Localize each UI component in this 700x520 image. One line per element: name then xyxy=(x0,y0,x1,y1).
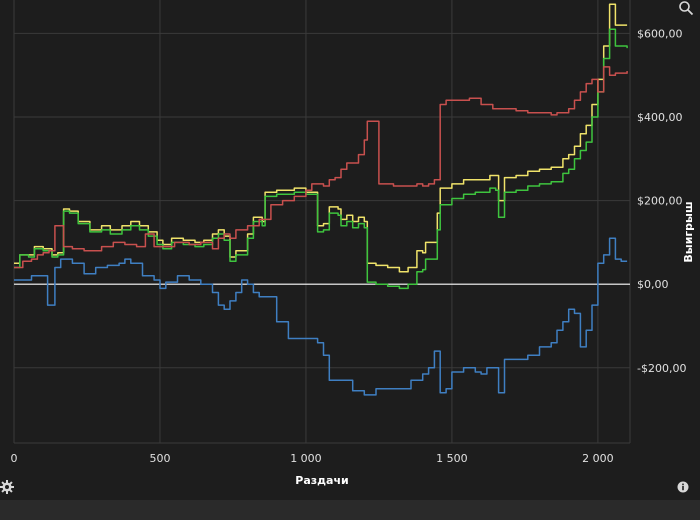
x-tick-label-1: 500 xyxy=(149,452,170,465)
x-tick-label-3: 1 500 xyxy=(436,452,468,465)
series-line-0 xyxy=(14,3,628,273)
x-tick-label-0: 0 xyxy=(11,452,18,465)
x-tick-label-2: 1 000 xyxy=(290,452,322,465)
y-tick-label-3: $0,00 xyxy=(637,278,669,291)
series-line-1 xyxy=(14,28,628,290)
x-tick-label-4: 2 000 xyxy=(582,452,614,465)
series-line-2 xyxy=(14,66,628,269)
y-axis-title: Выигрыш xyxy=(682,201,695,262)
x-axis: 0 500 1 000 1 500 2 000 xyxy=(11,452,614,465)
series-line-3 xyxy=(14,237,628,396)
bottom-bar xyxy=(0,500,700,520)
y-tick-label-0: $600,00 xyxy=(637,27,683,40)
grid xyxy=(13,0,631,444)
info-icon[interactable] xyxy=(677,481,689,493)
y-tick-label-4: -$200,00 xyxy=(637,362,686,375)
gear-icon[interactable] xyxy=(0,480,14,494)
x-axis-title: Раздачи xyxy=(295,474,348,487)
series-group xyxy=(14,3,628,396)
y-tick-label-1: $400,00 xyxy=(637,111,683,124)
y-axis: $600,00 $400,00 $200,00 $0,00 -$200,00 xyxy=(637,27,686,374)
y-tick-label-2: $200,00 xyxy=(637,195,683,208)
zoom-icon[interactable] xyxy=(678,0,694,16)
